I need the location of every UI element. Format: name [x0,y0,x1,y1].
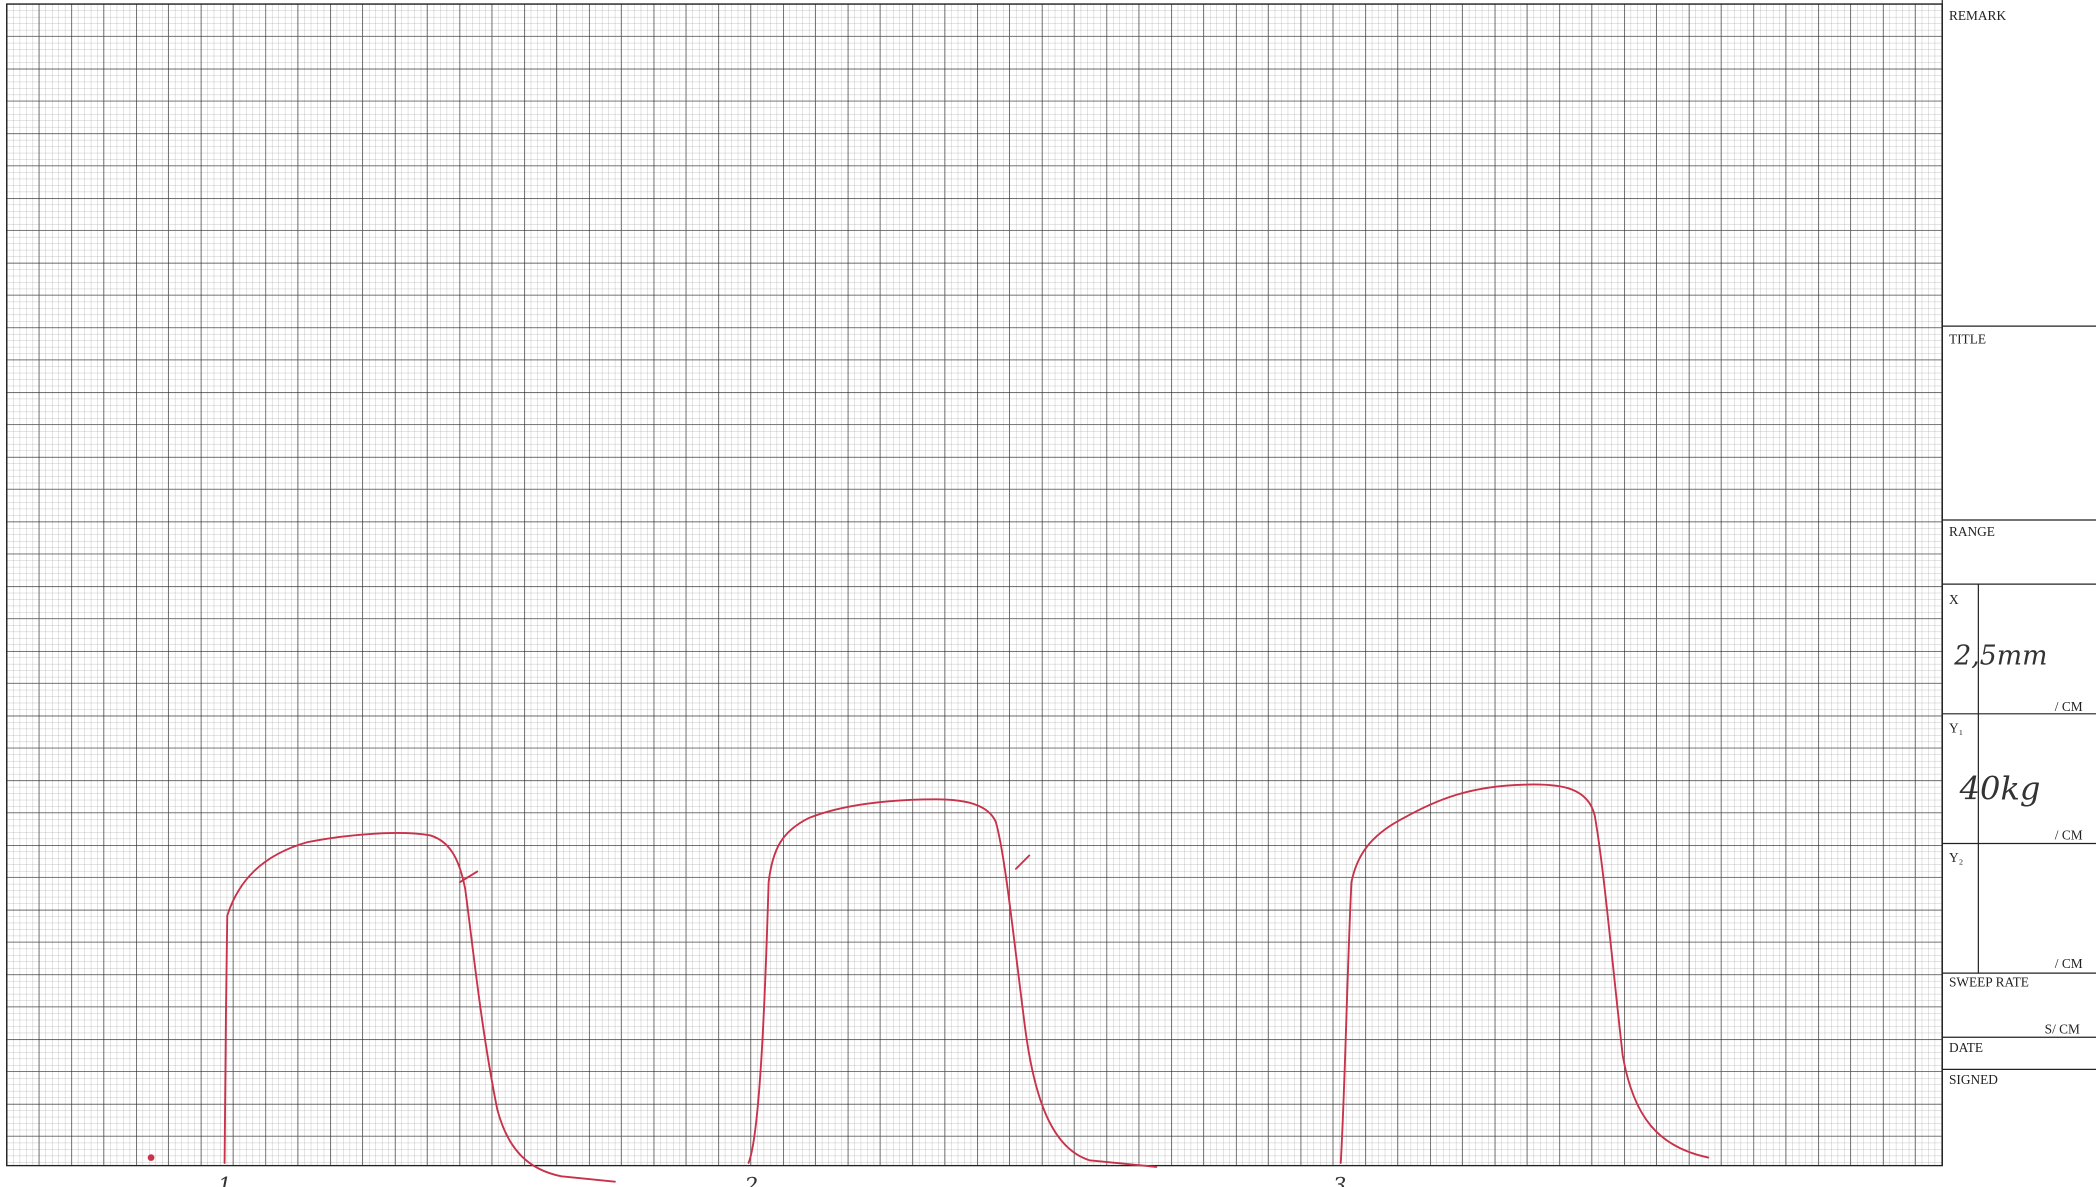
remark-label: REMARK [1949,8,2007,23]
range-label: RANGE [1949,524,1995,539]
y1-value: 40kg [1959,769,2041,807]
y2-label: Y₂ [1949,850,1963,865]
x-unit: / CM [2055,699,2083,714]
title-label: TITLE [1949,332,1986,347]
trace-label: 1 [218,1173,232,1187]
graph-grid [7,4,1943,1166]
sweep-rate-unit: S/ CM [2045,1021,2080,1036]
y2-unit: / CM [2055,956,2083,971]
date-label: DATE [1949,1040,1983,1055]
page: {"sidebar": { "remark": "REMARK", "title… [0,0,2096,1187]
x-label: X [1949,592,1959,607]
y1-label: Y₁ [1949,721,1963,736]
y1-unit: / CM [2055,827,2083,842]
recorder-sheet: REMARK TITLE RANGE X 2,5mm / CM Y₁ 40kg … [0,0,2096,1187]
trace-label: 2 [744,1173,759,1187]
pen-dot [148,1154,155,1161]
trace-label: 3 [1333,1173,1347,1187]
x-value: 2,5mm [1953,640,2047,671]
sweep-rate-label: SWEEP RATE [1949,974,2029,989]
signed-label: SIGNED [1949,1072,1998,1087]
